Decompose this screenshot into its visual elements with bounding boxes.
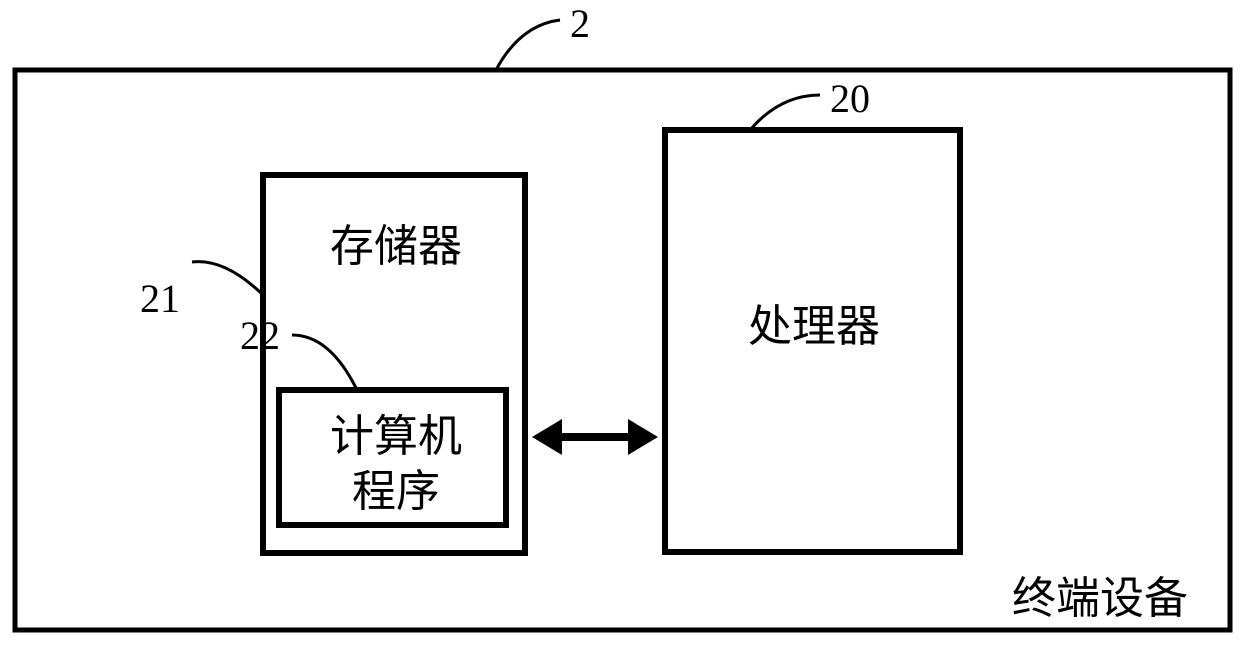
memory-ref-label: 21 xyxy=(140,275,180,322)
processor-ref-label: 20 xyxy=(830,75,870,122)
outer-box xyxy=(15,70,1230,630)
leader-program xyxy=(292,335,357,390)
diagram-canvas xyxy=(0,0,1240,647)
leader-memory xyxy=(192,262,263,295)
memory-block-label: 存储器 xyxy=(330,210,462,274)
outer-ref-label: 2 xyxy=(570,0,590,47)
leader-outer xyxy=(496,20,560,70)
device-label: 终端设备 xyxy=(1012,562,1188,626)
processor-block-label: 处理器 xyxy=(748,290,880,354)
bidirectional-arrow xyxy=(532,419,658,455)
program-block-label-line2: 程序 xyxy=(352,455,440,519)
program-ref-label: 22 xyxy=(240,312,280,359)
leader-processor xyxy=(750,95,820,130)
